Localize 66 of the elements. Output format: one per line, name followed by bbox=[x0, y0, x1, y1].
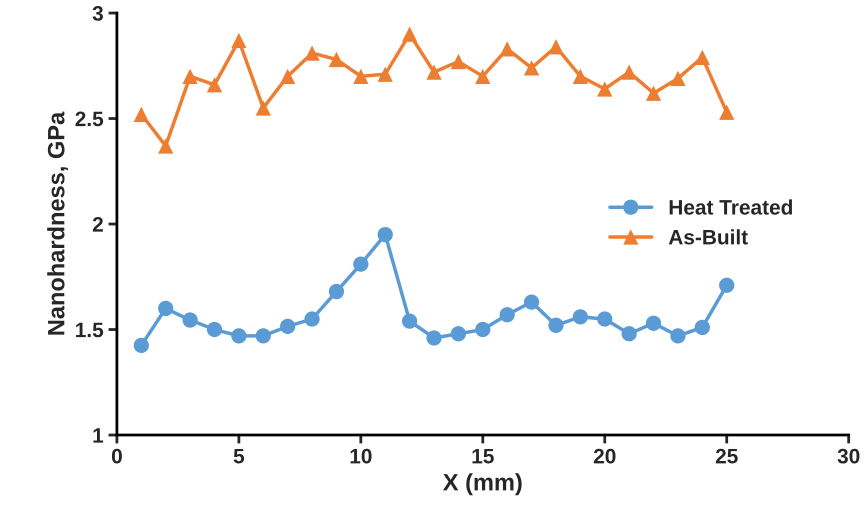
point bbox=[280, 318, 296, 334]
point bbox=[206, 322, 222, 338]
x-tick-label: 20 bbox=[594, 448, 616, 464]
x-tick-label: 15 bbox=[472, 448, 494, 464]
point bbox=[622, 326, 637, 342]
point bbox=[524, 294, 540, 310]
point bbox=[134, 106, 149, 122]
point bbox=[694, 320, 710, 336]
point bbox=[231, 328, 247, 344]
point bbox=[597, 81, 612, 97]
point bbox=[304, 311, 320, 327]
legend-label: As-Built bbox=[668, 229, 748, 245]
x-tick-label: 0 bbox=[112, 448, 122, 464]
legend-label: Heat Treated bbox=[670, 199, 792, 215]
point bbox=[256, 100, 271, 116]
point bbox=[694, 50, 710, 65]
point bbox=[402, 26, 418, 42]
point bbox=[719, 278, 734, 293]
point bbox=[475, 68, 490, 84]
point bbox=[328, 284, 344, 300]
x-tick-label: 10 bbox=[350, 448, 372, 464]
y-tick-label: 2 bbox=[92, 217, 103, 232]
point bbox=[450, 54, 466, 70]
point bbox=[402, 313, 418, 329]
point bbox=[353, 68, 368, 84]
x-tick-label: 30 bbox=[838, 448, 860, 464]
point bbox=[572, 68, 588, 84]
point bbox=[158, 138, 174, 154]
point bbox=[670, 70, 686, 86]
x-tick-label: 5 bbox=[234, 448, 244, 464]
y-tick-label: 2.5 bbox=[75, 112, 104, 126]
point bbox=[548, 318, 564, 333]
point bbox=[353, 256, 368, 272]
y-tick-label: 3 bbox=[92, 6, 103, 21]
point bbox=[206, 77, 222, 92]
point bbox=[182, 312, 198, 328]
point bbox=[548, 39, 564, 54]
point bbox=[572, 309, 588, 325]
point bbox=[134, 338, 149, 353]
point bbox=[646, 316, 662, 331]
point bbox=[231, 32, 247, 48]
point bbox=[524, 60, 540, 76]
point bbox=[328, 52, 344, 68]
point bbox=[378, 66, 393, 82]
y-tick-label: 1.5 bbox=[76, 322, 104, 338]
x-tick-label: 25 bbox=[716, 448, 738, 464]
point bbox=[378, 226, 393, 242]
point bbox=[719, 104, 734, 120]
point bbox=[450, 326, 466, 342]
point bbox=[597, 311, 612, 327]
point bbox=[304, 45, 320, 61]
point bbox=[182, 68, 198, 84]
point bbox=[426, 64, 442, 80]
point bbox=[670, 328, 686, 344]
point bbox=[426, 330, 442, 346]
point bbox=[500, 41, 515, 57]
point bbox=[475, 322, 490, 338]
point bbox=[280, 68, 296, 84]
point bbox=[500, 307, 515, 322]
point bbox=[646, 86, 662, 101]
point bbox=[622, 64, 637, 80]
point bbox=[256, 328, 271, 344]
y-axis-title: Nanohardness, GPa bbox=[47, 112, 68, 335]
point bbox=[158, 300, 174, 316]
y-tick-label: 1 bbox=[93, 428, 104, 443]
x-axis-title: X (mm) bbox=[442, 473, 522, 496]
